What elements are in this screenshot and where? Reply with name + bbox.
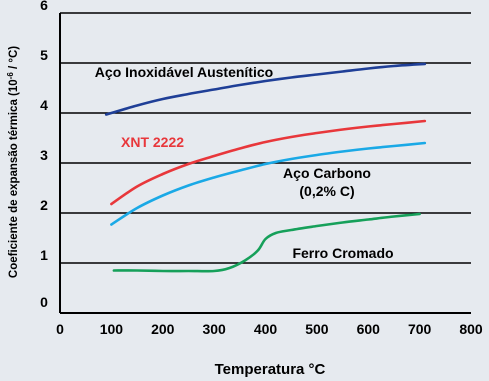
y-tick-label-0: 0 xyxy=(40,294,48,310)
series-label-ferro-cromado: Ferro Cromado xyxy=(292,245,393,261)
y-tick-label-4: 4 xyxy=(40,97,48,113)
y-tick-label-1: 1 xyxy=(40,247,48,263)
x-tick-label-800: 800 xyxy=(459,321,483,337)
y-axis-title-unit: / °C) xyxy=(8,46,20,72)
series-labels: Aço Inoxidável Austenítico XNT 2222 Aço Ca… xyxy=(95,64,394,261)
y-tick-label-6: 6 xyxy=(40,0,48,13)
series-label-aco-inoxidavel-austenitico: Aço Inoxidável Austenítico xyxy=(95,64,273,80)
axes xyxy=(59,13,471,314)
y-tick-label-3: 3 xyxy=(40,147,48,163)
y-tick-label-5: 5 xyxy=(40,47,48,63)
series-lines xyxy=(104,62,427,273)
x-tick-label-400: 400 xyxy=(254,321,278,337)
series-line-ferro-cromado xyxy=(112,212,421,273)
x-tick-label-100: 100 xyxy=(100,321,124,337)
x-tick-label-500: 500 xyxy=(305,321,329,337)
y-axis-title-exponent: -6 xyxy=(6,72,15,80)
x-tick-label-0: 0 xyxy=(56,321,64,337)
x-tick-label-300: 300 xyxy=(202,321,226,337)
x-tick-label-600: 600 xyxy=(357,321,381,337)
y-tick-label-2: 2 xyxy=(40,197,48,213)
series-line-aco-inoxidavel-austenitico xyxy=(104,62,427,116)
x-tick-label-700: 700 xyxy=(408,321,432,337)
series-line-aco-carbono-0-2-c xyxy=(110,141,427,226)
series-label-xnt-2222: XNT 2222 xyxy=(121,134,184,150)
series-line-xnt-2222 xyxy=(110,119,427,206)
x-tick-label-200: 200 xyxy=(151,321,175,337)
y-axis-title-main: Coeficiente de expansão térmica (10 xyxy=(8,79,20,278)
tick-labels: 0 100 200 300 400 500 600 700 800 0 1 2 3 4 5 6 xyxy=(40,0,483,337)
series-label-aco-carbono-0-2-c: Aço Carbono (0,2% C) xyxy=(283,165,371,199)
y-axis-title: Coeficiente de expansão térmica (10-6 / … xyxy=(6,46,20,278)
x-axis-title: Temperatura °C xyxy=(215,361,326,378)
